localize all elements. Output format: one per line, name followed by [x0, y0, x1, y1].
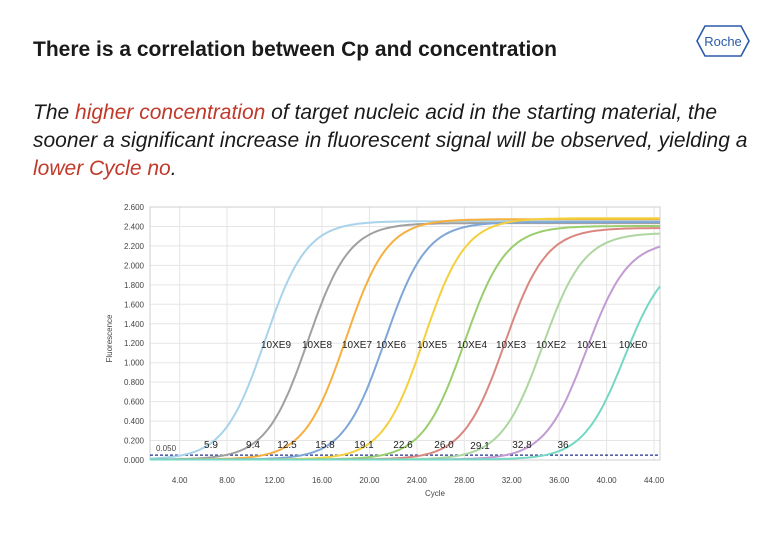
x-tick-label: 28.00 — [454, 476, 475, 485]
concentration-label: 10XE3 — [496, 340, 526, 351]
cp-value-label: 32.8 — [512, 440, 532, 451]
x-tick-label: 32.00 — [502, 476, 523, 485]
y-tick-label: 0.400 — [124, 417, 145, 426]
para-part: . — [170, 157, 177, 180]
cp-value-label: 36 — [557, 440, 569, 451]
x-tick-label: 16.00 — [312, 476, 333, 485]
higher-concentration-highlight: higher concentration — [75, 101, 266, 124]
threshold-label: 0.050 — [156, 444, 177, 453]
para-part: of target nucleic acid in the starting m… — [33, 101, 748, 152]
y-tick-label: 2.400 — [124, 222, 145, 231]
roche-logo: Roche — [696, 25, 750, 57]
curve-10xe5 — [150, 217, 660, 461]
x-tick-label: 44.00 — [644, 476, 665, 485]
curve-layer — [149, 217, 661, 461]
description-text: The higher concentration of target nucle… — [33, 99, 753, 183]
cp-value-label: 15.8 — [315, 440, 335, 451]
x-tick-label: 40.00 — [597, 476, 618, 485]
y-tick-label: 1.200 — [124, 339, 145, 348]
cp-value-label: 22.6 — [393, 440, 413, 451]
concentration-label: 10XE8 — [302, 340, 332, 351]
lower-cycle-highlight: lower Cycle no — [33, 157, 171, 180]
cp-value-label: 12.5 — [277, 440, 297, 451]
concentration-label: 10XE2 — [536, 340, 566, 351]
y-tick-label: 2.000 — [124, 261, 145, 270]
concentration-label: 10XE4 — [457, 340, 487, 351]
y-tick-label: 1.000 — [124, 359, 145, 368]
cp-value-label: 29.1 — [470, 441, 490, 452]
cp-value-label: 5.9 — [204, 440, 218, 451]
y-tick-label: 1.400 — [124, 320, 145, 329]
x-axis-label: Cycle — [425, 489, 446, 498]
y-tick-label: 2.600 — [124, 203, 145, 212]
y-tick-label: 0.800 — [124, 378, 145, 387]
concentration-label: 10XE7 — [342, 340, 372, 351]
cp-value-label: 26.0 — [434, 440, 454, 451]
svg-text:Roche: Roche — [704, 34, 742, 49]
y-axis-label: Fluorescence — [105, 314, 114, 363]
concentration-label: 10XE9 — [261, 340, 291, 351]
concentration-label: 10xE0 — [619, 340, 648, 351]
y-tick-label: 0.200 — [124, 437, 145, 446]
cp-value-label: 19.1 — [354, 440, 374, 451]
x-tick-label: 12.00 — [265, 476, 286, 485]
plot-frame — [149, 206, 661, 461]
x-tick-label: 8.00 — [219, 476, 235, 485]
concentration-label: 10XE5 — [417, 340, 447, 351]
y-tick-label: 0.000 — [124, 456, 145, 465]
x-tick-label: 24.00 — [407, 476, 428, 485]
label-layer: 0.050 10XE9 5.9 10XE8 9.4 10XE7 12.5 10XE6 15.8 1… — [156, 340, 648, 453]
y-tick-label: 2.200 — [124, 242, 145, 251]
x-tick-label: 4.00 — [172, 476, 188, 485]
y-tick-label: 1.800 — [124, 281, 145, 290]
x-tick-label: 36.00 — [549, 476, 570, 485]
axis-layer: 4.00 8.00 12.00 16.00 20.00 24.00 28.00 32.00 36… — [105, 203, 665, 498]
curve-10xe0 — [150, 285, 661, 461]
y-tick-label: 0.600 — [124, 398, 145, 407]
x-tick-label: 20.00 — [359, 476, 380, 485]
concentration-label: 10XE6 — [376, 340, 406, 351]
para-part: The — [33, 101, 76, 124]
concentration-label: 10XE1 — [577, 340, 607, 351]
grid-layer — [150, 206, 660, 461]
slide-title: There is a correlation between Cp and co… — [33, 38, 557, 61]
cp-value-label: 9.4 — [246, 440, 260, 451]
y-tick-label: 1.600 — [124, 300, 145, 309]
